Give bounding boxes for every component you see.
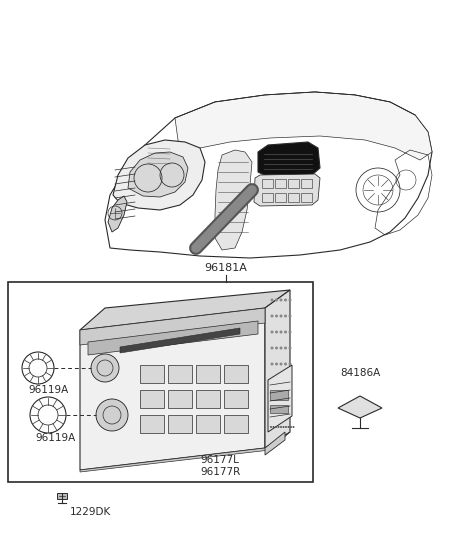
Circle shape	[284, 346, 287, 349]
Bar	[140, 365, 164, 383]
Circle shape	[284, 299, 287, 301]
Text: 96119A: 96119A	[35, 433, 75, 443]
Bar	[262, 179, 273, 188]
Bar	[168, 390, 192, 408]
Polygon shape	[113, 140, 205, 210]
Bar	[288, 193, 299, 202]
Circle shape	[280, 426, 282, 428]
Text: 96177R: 96177R	[200, 467, 240, 477]
Circle shape	[289, 331, 291, 333]
Bar	[196, 390, 220, 408]
Circle shape	[96, 399, 128, 431]
Text: 96119A: 96119A	[28, 385, 68, 395]
Circle shape	[271, 362, 273, 366]
Circle shape	[275, 379, 278, 381]
Bar	[57, 493, 67, 499]
Circle shape	[284, 331, 287, 333]
Polygon shape	[258, 142, 320, 178]
Circle shape	[280, 331, 282, 333]
Circle shape	[275, 426, 277, 428]
Polygon shape	[120, 328, 240, 353]
Circle shape	[275, 346, 278, 349]
Bar	[224, 390, 248, 408]
Bar	[275, 179, 286, 188]
Polygon shape	[80, 308, 265, 470]
Circle shape	[270, 426, 272, 428]
Bar	[301, 179, 312, 188]
Bar	[196, 415, 220, 433]
Polygon shape	[80, 432, 290, 472]
Polygon shape	[268, 365, 292, 432]
Bar	[168, 415, 192, 433]
Polygon shape	[338, 396, 382, 418]
Circle shape	[91, 354, 119, 382]
Circle shape	[285, 426, 287, 428]
Circle shape	[271, 346, 273, 349]
Circle shape	[290, 426, 292, 428]
Circle shape	[293, 426, 295, 428]
Circle shape	[289, 379, 291, 381]
Circle shape	[289, 346, 291, 349]
Polygon shape	[80, 308, 265, 345]
Circle shape	[272, 426, 275, 428]
Circle shape	[271, 299, 273, 301]
Text: 1229DK: 1229DK	[70, 507, 111, 517]
Circle shape	[275, 314, 278, 318]
Circle shape	[271, 379, 273, 381]
Bar	[140, 415, 164, 433]
Circle shape	[284, 362, 287, 366]
Circle shape	[280, 314, 282, 318]
Circle shape	[287, 426, 290, 428]
Polygon shape	[254, 174, 320, 206]
Bar	[196, 365, 220, 383]
Circle shape	[289, 314, 291, 318]
Circle shape	[275, 331, 278, 333]
Text: 96181A: 96181A	[205, 263, 248, 273]
Circle shape	[280, 299, 282, 301]
Polygon shape	[128, 152, 188, 197]
Circle shape	[271, 331, 273, 333]
Polygon shape	[265, 432, 285, 455]
Circle shape	[289, 299, 291, 301]
Polygon shape	[80, 290, 290, 330]
Bar	[288, 179, 299, 188]
Circle shape	[275, 362, 278, 366]
Bar	[301, 193, 312, 202]
Bar	[140, 390, 164, 408]
Circle shape	[289, 362, 291, 366]
Polygon shape	[215, 150, 252, 250]
Bar	[270, 405, 288, 413]
Bar	[270, 390, 288, 400]
Bar	[262, 193, 273, 202]
Polygon shape	[108, 196, 127, 232]
Bar	[224, 415, 248, 433]
Bar	[8, 282, 313, 482]
Polygon shape	[88, 321, 258, 355]
Circle shape	[280, 379, 282, 381]
Circle shape	[282, 426, 285, 428]
Circle shape	[284, 314, 287, 318]
Circle shape	[275, 299, 278, 301]
Circle shape	[271, 314, 273, 318]
Bar	[275, 193, 286, 202]
Bar	[224, 365, 248, 383]
Text: 96177L: 96177L	[200, 455, 239, 465]
Circle shape	[280, 362, 282, 366]
Polygon shape	[265, 290, 290, 448]
Circle shape	[280, 346, 282, 349]
Circle shape	[284, 379, 287, 381]
Circle shape	[277, 426, 280, 428]
Bar	[168, 365, 192, 383]
Polygon shape	[175, 92, 432, 160]
Text: 84186A: 84186A	[340, 368, 380, 378]
